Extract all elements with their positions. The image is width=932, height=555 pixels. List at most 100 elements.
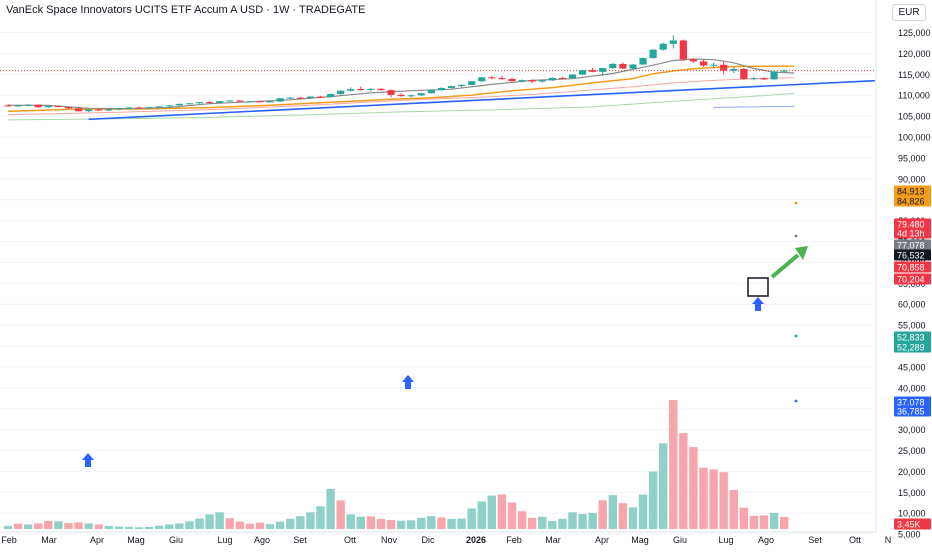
- price-label-bg: [894, 331, 931, 343]
- candle-body: [710, 64, 718, 66]
- candle-body: [397, 94, 405, 97]
- candle-body: [316, 96, 325, 98]
- candle-body: [558, 77, 566, 79]
- candle-body: [689, 59, 698, 62]
- candle-body: [337, 90, 345, 95]
- volume-bar: [578, 514, 587, 529]
- candle-body: [195, 102, 204, 104]
- x-tick-label: Ott: [344, 535, 357, 545]
- price-label-bg: [894, 249, 931, 261]
- x-tick-label: 2026: [466, 535, 486, 545]
- y-tick-label: 55,000: [898, 321, 926, 331]
- price-label: 84,826: [897, 197, 925, 207]
- candle-body: [740, 68, 748, 79]
- volume-bar: [779, 516, 789, 529]
- candle-body: [750, 78, 758, 80]
- currency-button[interactable]: EUR: [892, 4, 926, 21]
- volume-bar: [608, 495, 617, 529]
- volume-bar: [275, 521, 285, 529]
- x-tick-label: Lug: [217, 535, 232, 545]
- volume-bar: [155, 525, 164, 529]
- volume-bar: [689, 447, 698, 529]
- candle-body: [155, 106, 163, 108]
- volume-bar: [165, 524, 174, 529]
- candle-body: [578, 70, 587, 75]
- volume-bar: [44, 520, 53, 529]
- price-label-bg: [894, 239, 931, 251]
- volume-bar: [13, 523, 23, 529]
- volume-bar: [598, 500, 607, 529]
- candle-body: [95, 109, 103, 111]
- candle-body: [367, 88, 375, 90]
- volume-bar: [366, 516, 376, 529]
- ma-end-dot: [794, 234, 798, 238]
- x-tick-label: Lug: [718, 535, 733, 545]
- volume-bar: [195, 518, 204, 529]
- candle-body: [498, 78, 506, 80]
- candle-body: [357, 89, 365, 91]
- candle-body: [599, 68, 607, 72]
- x-tick-label: Set: [808, 535, 822, 545]
- volume-bar: [34, 523, 43, 529]
- volume-bar: [265, 524, 275, 529]
- volume-bar: [185, 521, 194, 529]
- volume-bar: [679, 433, 688, 529]
- volume-bar: [336, 500, 345, 529]
- annotations: [82, 201, 808, 467]
- price-label: 77,078: [897, 241, 925, 251]
- volume-bar: [23, 524, 33, 529]
- x-tick-label: Giu: [673, 535, 687, 545]
- candle-body: [518, 80, 526, 82]
- price-label-bg: [894, 261, 931, 273]
- volume-bar: [538, 516, 547, 529]
- x-tick-label: Giu: [169, 535, 183, 545]
- volume-bar: [84, 523, 93, 529]
- volume-bar: [255, 522, 265, 529]
- x-tick-label: Apr: [595, 535, 609, 545]
- y-tick-label: 5,000: [898, 530, 921, 540]
- y-tick-label: 90,000: [898, 174, 926, 184]
- support-trendline: [88, 79, 875, 121]
- candle-body: [619, 63, 627, 69]
- candle-body: [538, 80, 546, 82]
- candle-body: [246, 101, 254, 103]
- volume-bar: [527, 517, 537, 529]
- candle-body: [699, 61, 708, 66]
- volume-bar: [225, 518, 234, 529]
- candle-body: [609, 63, 617, 69]
- price-label: 37,078: [897, 398, 925, 408]
- volume-bar: [729, 489, 738, 529]
- volume-bar: [346, 514, 355, 529]
- volume-bar: [507, 502, 517, 529]
- price-label: 3,45K: [897, 520, 921, 530]
- x-tick-label: Feb: [1, 535, 17, 545]
- x-tick-label: Ago: [254, 535, 270, 545]
- candle-body: [437, 87, 446, 91]
- candle-body: [760, 78, 768, 80]
- price-label-bg: [894, 218, 931, 230]
- candle-body: [780, 70, 788, 72]
- candle-body: [306, 96, 314, 98]
- chart-title: VanEck Space Innovators UCITS ETF Accum …: [6, 4, 366, 16]
- volume-bar: [104, 525, 113, 529]
- arrow-up-right-icon: [795, 246, 808, 260]
- volume-bar: [205, 514, 214, 529]
- price-label: 70,858: [897, 263, 925, 273]
- candle-body: [54, 106, 62, 108]
- x-tick-label: Dic: [422, 535, 435, 545]
- x-tick-label: Mar: [545, 535, 561, 545]
- x-tick-label: Mag: [631, 535, 649, 545]
- y-tick-label: 110,000: [898, 91, 930, 101]
- candle-body: [326, 94, 335, 97]
- volume-bar: [54, 521, 63, 529]
- volume-bar: [628, 507, 638, 529]
- y-tick-label: 125,000: [898, 28, 931, 38]
- candle-body: [528, 80, 536, 82]
- candle-body: [206, 102, 214, 104]
- ma-end-dot: [794, 399, 798, 403]
- candle-body: [478, 77, 486, 82]
- arrow-up-icon: [82, 453, 94, 467]
- volume-bar: [407, 520, 416, 529]
